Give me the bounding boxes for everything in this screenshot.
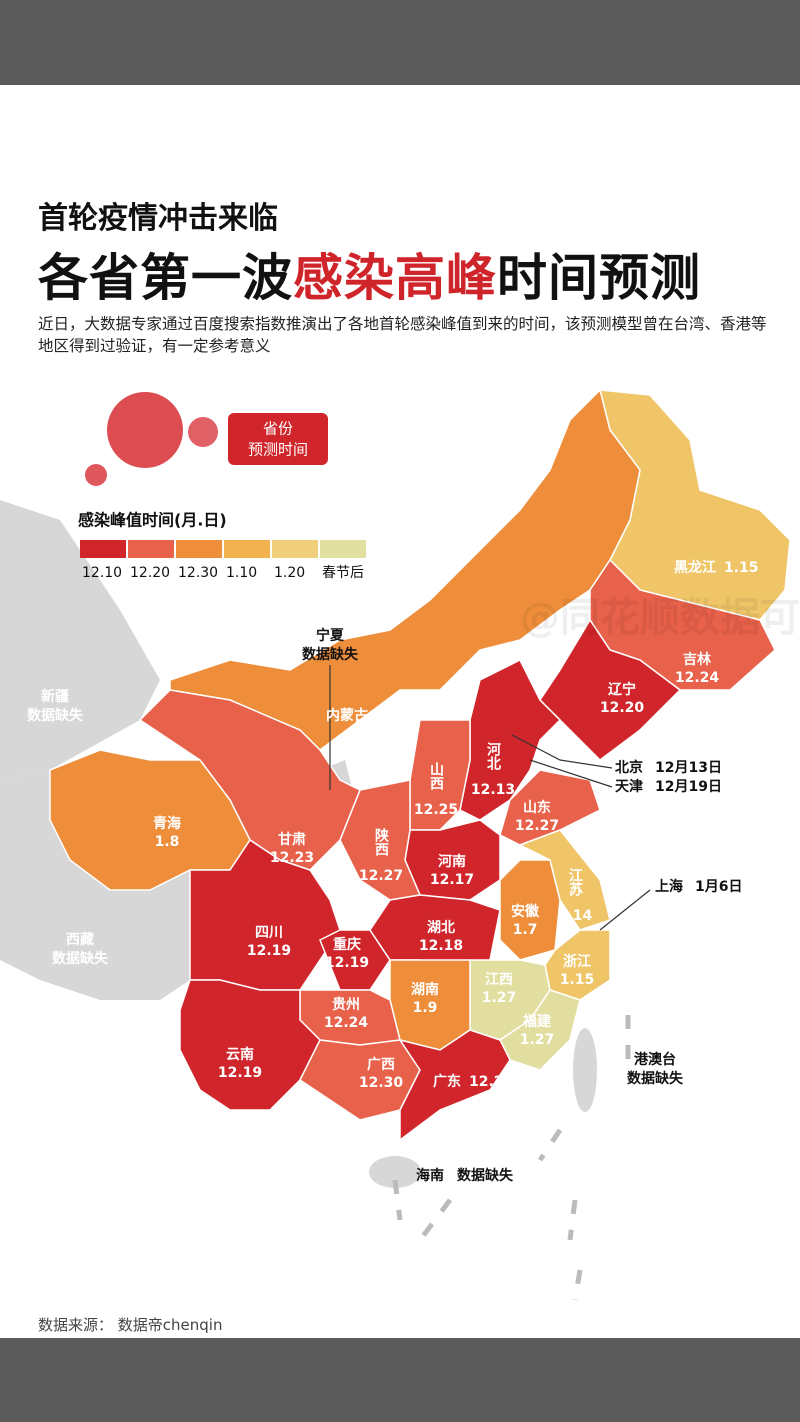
region-name: 重庆 [333, 936, 361, 953]
region-name: 陕西 [373, 827, 389, 857]
missing-note: 数据缺失 [302, 646, 359, 663]
region-date: 1.14 [558, 908, 593, 924]
kicker: 首轮疫情冲击来临 [38, 201, 278, 236]
region-date: 12.19 [247, 943, 291, 959]
description: 近日，大数据专家通过百度搜索指数推演出了各地首轮感染峰值到来的时间，该预测模型曾… [38, 315, 767, 355]
region-date: 12.27 [359, 868, 403, 884]
region-name: 贵州 [332, 996, 360, 1013]
region-date: 1.1 [376, 708, 401, 724]
region-date: 12.20 [600, 700, 645, 716]
missing-name: 西藏 [66, 931, 94, 948]
region-name: 浙江 [563, 953, 591, 970]
region-date: 1.27 [482, 990, 517, 1006]
legend-label: 12.10 [82, 565, 122, 581]
missing-note: 数据缺失 [52, 950, 109, 967]
region-name: 湖北 [427, 920, 455, 936]
source: 数据来源： 数据帝chenqin [38, 1316, 223, 1334]
region-date: 1.15 [724, 560, 759, 576]
region-date: 12.20 [469, 1074, 514, 1090]
callout-lines [329, 665, 651, 931]
bottom-bar [0, 1338, 800, 1422]
legend-label: 12.20 [130, 565, 170, 581]
region-name: 黑龙江 [674, 559, 716, 576]
region-name: 河北 [485, 741, 501, 771]
region-name: 江苏 [567, 867, 583, 897]
legend-swatch [176, 540, 222, 558]
legend-swatch [128, 540, 174, 558]
badge [228, 413, 328, 465]
legend-label: 春节后 [322, 565, 364, 581]
region-name: 内蒙古 [326, 707, 368, 724]
missing-name: 宁夏 [316, 627, 345, 644]
legend-label: 12.30 [178, 565, 218, 581]
callout-name: 北京 [615, 759, 643, 776]
watermark: @同花顺数据可视化 [520, 595, 800, 641]
legend-title: 感染峰值时间(月.日) [78, 511, 227, 530]
region-name: 江西 [485, 971, 513, 988]
region-name: 山西 [428, 762, 444, 791]
title-highlight: 感染高峰 [293, 249, 497, 307]
legend-swatch [320, 540, 366, 558]
badge-line: 省份 [263, 420, 293, 438]
region-name: 福建 [522, 1013, 551, 1030]
callout-date: 12月13日 [655, 760, 722, 776]
region-name: 吉林 [683, 651, 711, 668]
missing-note: 数据缺失 [27, 707, 84, 724]
region-name: 甘肃 [278, 831, 306, 848]
region-date: 12.19 [218, 1065, 262, 1081]
legend-swatch [224, 540, 270, 558]
callout-date: 12月19日 [655, 779, 722, 795]
callout-name: 天津 [615, 778, 643, 795]
missing-name: 海南 [416, 1167, 444, 1184]
map: 省份 预测时间 感染峰值时间(月.日) @同花顺数据可视化 12.10 12.20… [0, 388, 800, 1301]
legend-label: 1.20 [274, 565, 305, 581]
missing-note: 数据缺失 [627, 1070, 684, 1087]
region-name: 广东 [433, 1073, 461, 1090]
callout-date: 1月6日 [695, 879, 742, 895]
missing-name: 新疆 [41, 688, 69, 705]
region-date: 12.19 [325, 955, 369, 971]
region-date: 12.23 [270, 850, 314, 866]
region-date: 12.24 [324, 1015, 369, 1031]
region-date: 1.7 [513, 922, 538, 938]
top-bar [0, 0, 800, 85]
virus-icon [85, 392, 218, 486]
missing-name: 港澳台 [634, 1051, 676, 1068]
region-name: 安徽 [511, 903, 540, 920]
region-date: 1.27 [520, 1032, 555, 1048]
missing-note: 数据缺失 [457, 1167, 514, 1184]
legend-label: 1.10 [226, 565, 257, 581]
region-date: 12.17 [430, 872, 474, 888]
legend-swatch [272, 540, 318, 558]
region-name: 云南 [226, 1046, 254, 1063]
region-date: 1.8 [155, 834, 180, 850]
provinces [49, 388, 791, 1142]
legend-swatch [80, 540, 126, 558]
region-name: 河南 [438, 853, 466, 870]
region-name: 湖南 [411, 981, 439, 998]
title-part: 时间预测 [497, 249, 701, 307]
title: 各省第一波感染高峰时间预测 [38, 238, 701, 310]
region-date: 12.27 [515, 818, 559, 834]
region-name: 山东 [523, 799, 551, 816]
region-date: 1.9 [413, 1000, 438, 1016]
region-date: 12.18 [419, 938, 463, 954]
region-date: 12.30 [359, 1075, 404, 1091]
region-date: 1.15 [560, 972, 595, 988]
region-date: 12.25 [414, 802, 458, 818]
region-name: 辽宁 [608, 681, 636, 698]
badge-line: 预测时间 [248, 441, 308, 459]
region-date: 12.24 [675, 670, 720, 686]
region-name: 广西 [367, 1056, 395, 1073]
callout-name: 上海 [655, 878, 683, 895]
region-date: 12.13 [471, 782, 515, 798]
region-name: 青海 [153, 815, 181, 832]
region-name: 四川 [255, 925, 283, 941]
title-part: 各省第一波 [38, 249, 293, 307]
